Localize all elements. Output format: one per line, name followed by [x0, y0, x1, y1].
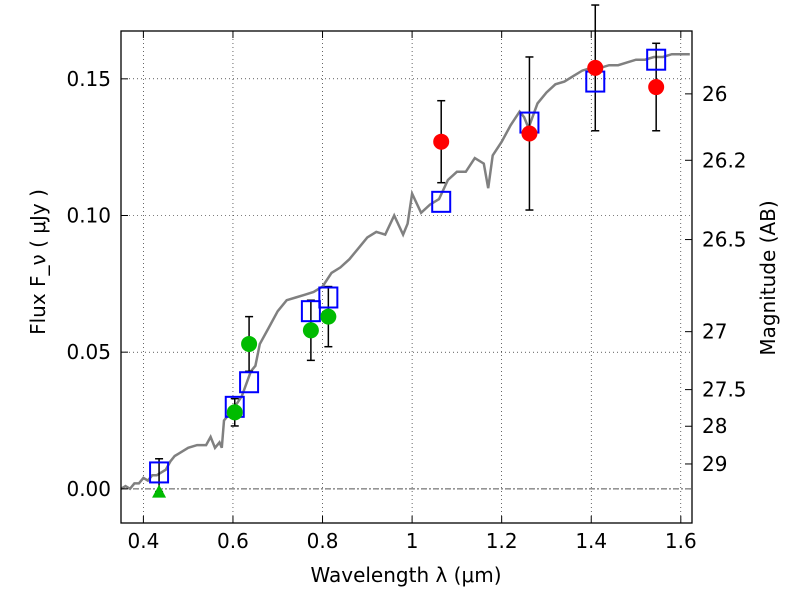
- x-axis-label: Wavelength λ (μm): [310, 563, 501, 587]
- y-tick-label: 0.15: [66, 67, 111, 91]
- x-tick-label: 0.8: [307, 529, 339, 553]
- mag-tick-label: 28: [702, 414, 727, 438]
- model-photometry-square: [149, 461, 170, 484]
- hst-data-point: [241, 335, 258, 352]
- model-photometry-square: [300, 300, 321, 323]
- model-spectrum-line: [121, 52, 690, 491]
- data-markers: [149, 4, 667, 498]
- ir-data-point: [587, 59, 604, 76]
- model-photometry-square: [239, 371, 260, 394]
- mag-tick-label: 26.2: [702, 148, 747, 172]
- model-photometry-square: [431, 190, 452, 213]
- y-tick-label: 0.10: [66, 204, 111, 228]
- y2-axis-label: Magnitude (AB): [756, 200, 780, 355]
- model-photometry-square: [646, 48, 667, 71]
- x-tick-label: 1.6: [665, 529, 697, 553]
- hst-data-point: [320, 308, 337, 325]
- x-tick-label: 1.2: [486, 529, 518, 553]
- model-photometry-square: [318, 286, 339, 309]
- y-axis-label: Flux F_ν ( μJy ): [26, 189, 50, 335]
- ir-data-point: [648, 79, 665, 96]
- x-tick-label: 1: [406, 529, 419, 553]
- mag-tick-label: 27.5: [702, 378, 747, 402]
- mag-tick-label: 29: [702, 452, 727, 476]
- x-tick-label: 0.4: [127, 529, 159, 553]
- plot-area-background: [121, 31, 692, 523]
- axis-ticks: 0.4 0.6 0.8 1 1.2 1.4 1.6 0.00 0.05 0.10 0.15 26 26.…: [66, 31, 747, 553]
- ir-data-point: [433, 133, 450, 150]
- x-tick-label: 1.4: [575, 529, 607, 553]
- ir-data-point: [521, 125, 538, 142]
- mag-tick-label: 27: [702, 320, 727, 344]
- x-tick-label: 0.6: [217, 529, 249, 553]
- upper-limit-triangle: [152, 484, 167, 498]
- mag-tick-label: 26.5: [702, 228, 747, 252]
- plot-frame: [120, 30, 693, 524]
- y-tick-label: 0.00: [66, 477, 111, 501]
- hst-data-point: [302, 322, 319, 339]
- y-tick-label: 0.05: [66, 340, 111, 364]
- hst-data-point: [226, 404, 243, 421]
- mag-tick-label: 26: [702, 82, 727, 106]
